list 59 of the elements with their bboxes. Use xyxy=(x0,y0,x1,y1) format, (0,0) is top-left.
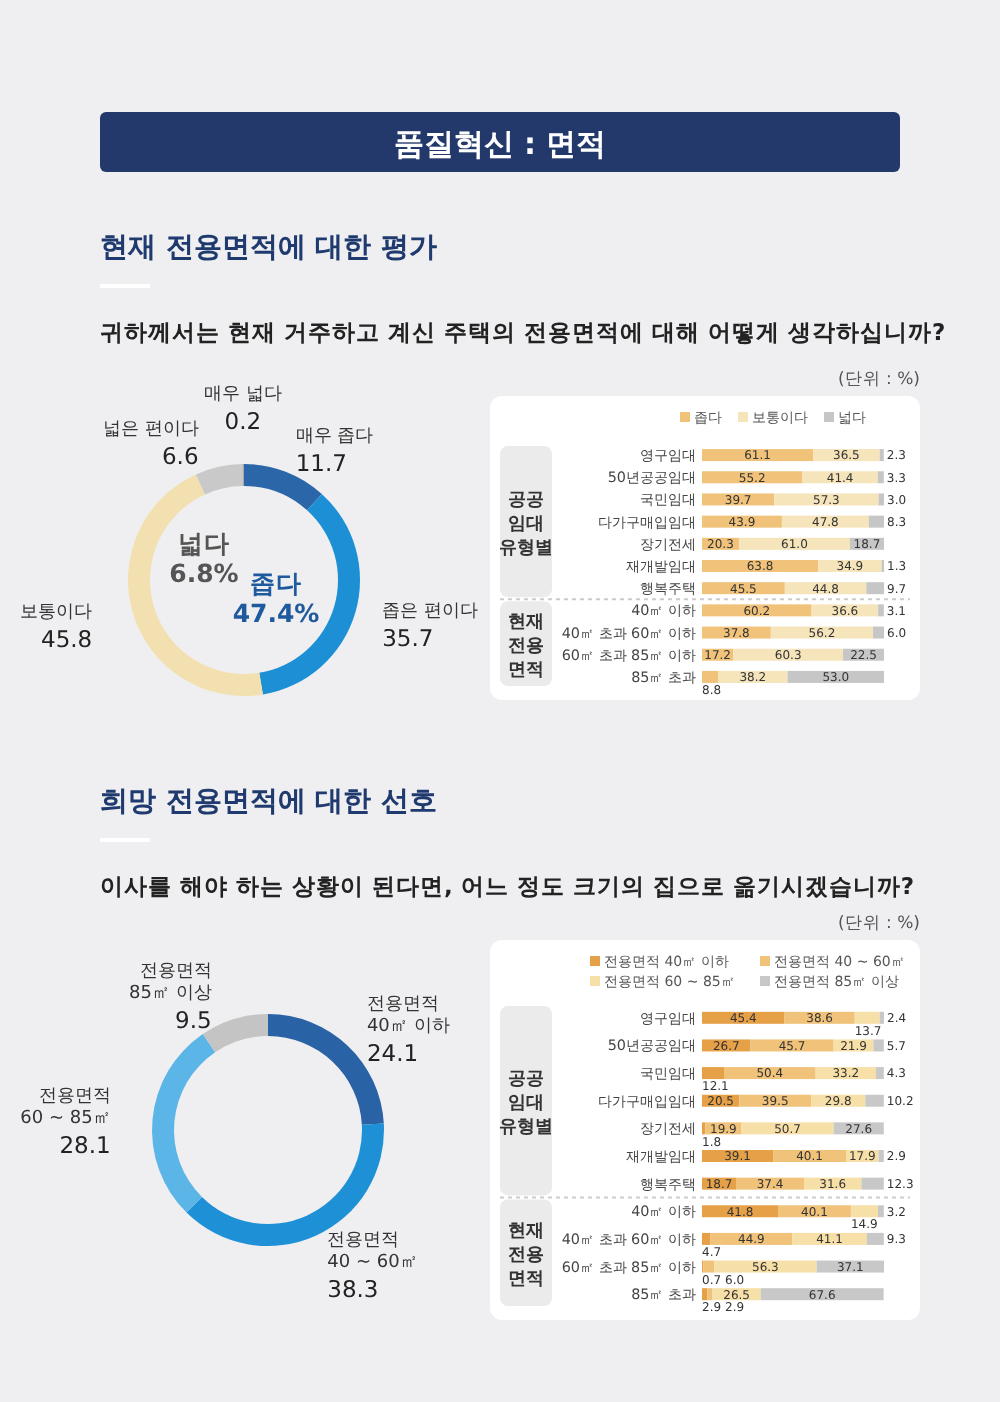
bar xyxy=(702,1067,724,1080)
text: 공공 임대 유형별 xyxy=(499,490,553,559)
bar xyxy=(878,1205,884,1218)
data-label: 6.6 xyxy=(161,442,199,471)
data-label: 45.8 xyxy=(41,624,93,653)
text: (단위 : %) xyxy=(838,370,920,390)
bar xyxy=(854,1011,880,1024)
bar xyxy=(865,1094,884,1107)
bar xyxy=(873,626,884,639)
data-label: 11.7 xyxy=(295,448,347,477)
data-label: 28.1 xyxy=(59,1130,111,1159)
bar xyxy=(760,1288,884,1301)
bar xyxy=(850,1205,878,1218)
bar xyxy=(866,1232,884,1245)
bar xyxy=(702,604,812,617)
text: 현재 전용 면적 xyxy=(508,1221,544,1290)
bar xyxy=(873,1039,884,1052)
bar xyxy=(878,1150,884,1162)
slice-label: 전용면적 40㎡ 이하 xyxy=(366,995,450,1038)
slice-label: 넓은 편이다 xyxy=(102,420,199,441)
bar xyxy=(703,1260,715,1273)
bar xyxy=(866,582,884,595)
text: (단위 : %) xyxy=(838,914,920,934)
text: 이사를 해야 하는 상황이 된다면, 어느 정도 크기의 집으로 옮기시겠습니까? xyxy=(100,872,915,900)
bar xyxy=(702,1288,708,1301)
bar xyxy=(792,1232,867,1245)
bar xyxy=(877,471,884,484)
data-label: 9.5 xyxy=(175,1006,212,1035)
bar xyxy=(868,515,884,528)
bar xyxy=(702,670,719,683)
text: 공공 임대 유형별 xyxy=(499,1069,553,1138)
bar xyxy=(878,604,884,617)
bar xyxy=(702,1232,711,1245)
data-label: 0.2 xyxy=(224,407,262,435)
slice-label: 좁은 편이다 xyxy=(382,601,478,622)
bar xyxy=(702,449,814,462)
data-label: 35.7 xyxy=(382,623,434,652)
chart-subtitle: 귀하께서는 현재 거주하고 계신 주택의 전용면적에 대해 어떻게 생각하십니까? xyxy=(100,318,946,346)
bar xyxy=(738,537,850,550)
data-label: 24.1 xyxy=(366,1039,419,1068)
bar xyxy=(741,1122,834,1135)
slice-label: 매우 좁다 xyxy=(295,426,374,447)
slice-label: 보통이다 xyxy=(20,602,93,623)
slice-label: 전용면적 85㎡ 이상 xyxy=(129,962,212,1005)
chart-title: 희망 전용면적에 대한 선호 xyxy=(100,786,438,818)
text: 품질혁신 : 면적 xyxy=(393,126,607,162)
bar xyxy=(774,493,879,506)
slice-label: 전용면적 40 ~ 60㎡ xyxy=(327,1231,418,1274)
chart-title: 현재 전용면적에 대한 평가 xyxy=(100,232,438,264)
data-label: 38.3 xyxy=(327,1275,379,1304)
bar xyxy=(707,1288,713,1301)
bar xyxy=(876,1067,884,1080)
donut-slice xyxy=(195,464,243,495)
slice-label: 전용면적 60 ~ 85㎡ xyxy=(20,1086,111,1129)
donut-slice xyxy=(152,1034,216,1213)
text: 현재 전용 면적 xyxy=(508,612,544,681)
bar xyxy=(861,1177,884,1190)
bar xyxy=(878,493,884,506)
slice-label: 매우 넓다 xyxy=(204,385,282,405)
